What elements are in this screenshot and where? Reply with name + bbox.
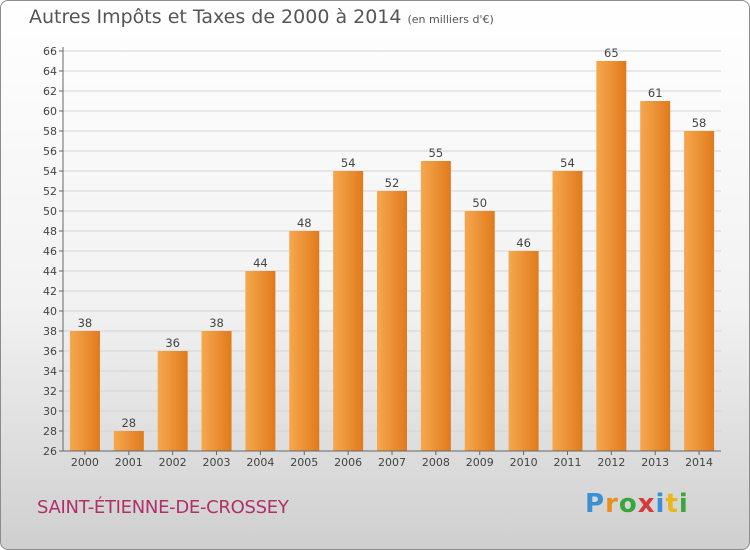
y-tick-label: 60 (43, 105, 57, 118)
x-tick-label: 2000 (71, 456, 99, 469)
chart-title-text: Autres Impôts et Taxes de 2000 à 2014 (29, 6, 402, 28)
bar (289, 231, 320, 451)
bar-value-label: 52 (385, 176, 400, 190)
x-tick-label: 2013 (641, 456, 669, 469)
bar-value-label: 54 (341, 156, 356, 170)
y-tick-label: 30 (43, 405, 57, 418)
bar (333, 171, 364, 451)
chart-title: Autres Impôts et Taxes de 2000 à 2014 (en… (29, 6, 494, 28)
y-tick-label: 36 (43, 345, 57, 358)
bar (508, 251, 539, 451)
x-tick-label: 2014 (685, 456, 713, 469)
bar (420, 161, 451, 451)
x-tick-label: 2003 (203, 456, 231, 469)
bar (596, 61, 627, 451)
bar-value-label: 48 (297, 216, 312, 230)
y-tick-label: 52 (43, 185, 57, 198)
bar (245, 271, 276, 451)
logo-letter: i (655, 489, 666, 519)
y-tick-label: 46 (43, 245, 57, 258)
x-tick-label: 2008 (422, 456, 450, 469)
x-tick-label: 2007 (378, 456, 406, 469)
logo-letter: i (678, 489, 689, 519)
chart-subtitle: (en milliers d'€) (407, 13, 494, 26)
logo-letter: t (665, 489, 679, 519)
x-tick-label: 2006 (334, 456, 362, 469)
commune-name: SAINT-ÉTIENNE-DE-CROSSEY (37, 497, 289, 518)
bar (552, 171, 583, 451)
data-labels: 38 28 36 38 44 48 54 52 55 50 46 54 65 61 58 (78, 46, 707, 430)
proxiti-logo[interactable]: Proxiti (585, 489, 689, 519)
x-tick-label: 2002 (159, 456, 187, 469)
y-tick-label: 28 (43, 425, 57, 438)
y-tick-label: 34 (43, 365, 57, 378)
x-tick-label: 2005 (290, 456, 318, 469)
y-tick-label: 54 (43, 165, 57, 178)
bar (377, 191, 407, 451)
y-tick-label: 38 (43, 325, 57, 338)
logo-letter: x (637, 489, 656, 519)
bar-value-label: 55 (429, 146, 444, 160)
y-tick-label: 58 (43, 125, 57, 138)
y-tick-label: 44 (43, 265, 57, 278)
bar-value-label: 54 (560, 156, 575, 170)
x-tick-label: 2009 (466, 456, 494, 469)
bar (640, 101, 671, 451)
bars (69, 61, 715, 451)
logo-letter: o (618, 489, 638, 519)
bar (113, 431, 144, 451)
logo-letter: r (605, 489, 619, 519)
axes: 26 28 30 32 34 36 38 40 42 44 46 48 50 52 54 56 58 60 62 64… (43, 45, 721, 469)
x-tick-label: 2012 (597, 456, 625, 469)
bar-value-label: 44 (253, 256, 268, 270)
x-tick-label: 2004 (246, 456, 274, 469)
bar (684, 131, 715, 451)
x-tick-label: 2001 (115, 456, 143, 469)
bar-value-label: 46 (516, 236, 531, 250)
y-tick-label: 64 (43, 65, 57, 78)
bar (464, 211, 495, 451)
bar-value-label: 58 (692, 116, 707, 130)
x-tick-label: 2011 (553, 456, 581, 469)
y-tick-label: 48 (43, 225, 57, 238)
y-tick-label: 62 (43, 85, 57, 98)
bar (69, 331, 100, 451)
y-tick-label: 56 (43, 145, 57, 158)
bar-value-label: 38 (209, 316, 224, 330)
bar-value-label: 61 (648, 86, 663, 100)
y-tick-label: 66 (43, 45, 57, 58)
bar (157, 351, 188, 451)
bar-value-label: 65 (604, 46, 619, 60)
y-tick-label: 40 (43, 305, 57, 318)
bar-value-label: 50 (472, 196, 487, 210)
bar-value-label: 28 (121, 416, 136, 430)
y-tick-label: 26 (43, 445, 57, 458)
bar (201, 331, 232, 451)
bar-value-label: 38 (78, 316, 93, 330)
y-tick-label: 32 (43, 385, 57, 398)
bar-chart: 38 28 36 38 44 48 54 52 55 50 46 54 65 61 58 26 28 30 32 3… (43, 45, 721, 469)
logo-letter: P (585, 489, 606, 519)
bar-value-label: 36 (165, 336, 180, 350)
y-tick-label: 42 (43, 285, 57, 298)
y-tick-label: 50 (43, 205, 57, 218)
x-tick-label: 2010 (510, 456, 538, 469)
